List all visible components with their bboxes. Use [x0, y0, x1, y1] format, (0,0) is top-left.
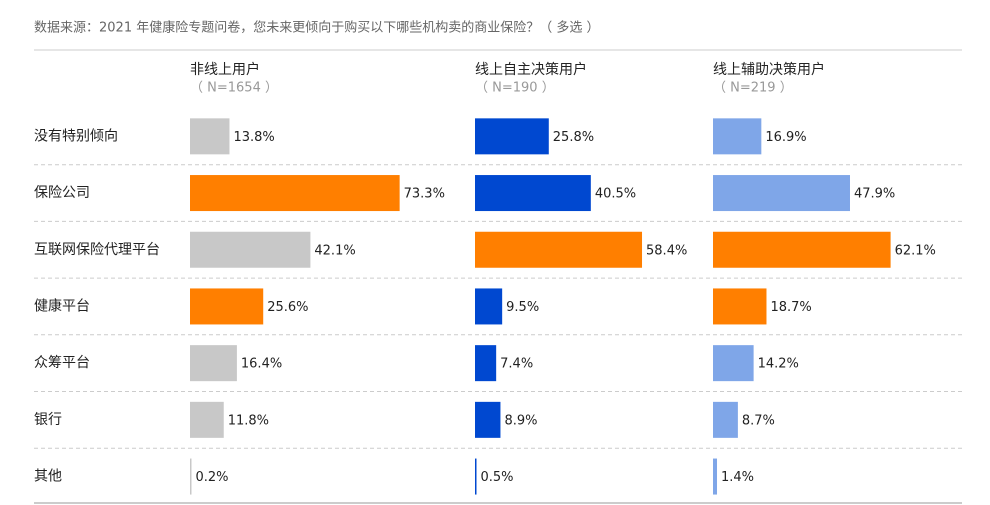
bar: [190, 345, 237, 382]
value-label: 9.5%: [506, 300, 539, 315]
value-label: 7.4%: [500, 357, 533, 372]
bar: [713, 458, 718, 495]
category-label: 其他: [34, 469, 62, 485]
bar: [713, 288, 767, 325]
chart-title: 数据来源：2021 年健康险专题问卷，您未来更倾向于购买以下哪些机构卖的商业保险…: [34, 20, 599, 36]
value-label: 16.9%: [765, 130, 806, 145]
value-label: 11.8%: [228, 413, 269, 428]
series-name: 线上自主决策用户: [475, 61, 587, 78]
value-label: 42.1%: [314, 243, 355, 258]
value-label: 40.5%: [595, 187, 636, 202]
value-label: 18.7%: [770, 300, 811, 315]
value-label: 58.4%: [646, 243, 687, 258]
value-label: 8.7%: [742, 413, 775, 428]
bar: [475, 401, 501, 438]
value-label: 47.9%: [854, 187, 895, 202]
bar: [475, 175, 591, 212]
value-label: 8.9%: [504, 413, 537, 428]
bar: [190, 458, 192, 495]
bar: [713, 401, 738, 438]
category-label: 保险公司: [34, 185, 90, 201]
value-label: 13.8%: [233, 130, 274, 145]
category-label: 没有特别倾向: [34, 128, 118, 144]
series-name: 非线上用户: [190, 61, 260, 78]
value-label: 25.8%: [553, 130, 594, 145]
series-name: 线上辅助决策用户: [713, 61, 825, 78]
bar: [190, 288, 264, 325]
bar: [713, 175, 850, 212]
bar: [475, 288, 503, 325]
bar: [190, 175, 400, 212]
bar: [475, 345, 497, 382]
bar: [475, 118, 549, 155]
value-label: 1.4%: [721, 470, 754, 485]
category-label: 互联网保险代理平台: [34, 242, 160, 258]
bar: [475, 458, 477, 495]
series-sample: （ N=190 ）: [475, 81, 555, 96]
bar: [190, 401, 224, 438]
value-label: 14.2%: [758, 357, 799, 372]
series-sample: （ N=219 ）: [713, 81, 793, 96]
category-label: 众筹平台: [34, 354, 90, 371]
bar: [713, 345, 754, 382]
series-sample: （ N=1654 ）: [190, 81, 278, 96]
value-label: 0.2%: [196, 470, 229, 485]
bar: [190, 118, 230, 155]
value-label: 0.5%: [481, 470, 514, 485]
value-label: 73.3%: [404, 187, 445, 202]
category-label: 健康平台: [34, 297, 90, 314]
bar: [475, 231, 643, 268]
bar: [713, 231, 891, 268]
category-label: 银行: [34, 412, 62, 428]
value-label: 16.4%: [241, 357, 282, 372]
bar: [713, 118, 762, 155]
value-label: 62.1%: [895, 243, 936, 258]
value-label: 25.6%: [267, 300, 308, 315]
bar: [190, 231, 311, 268]
